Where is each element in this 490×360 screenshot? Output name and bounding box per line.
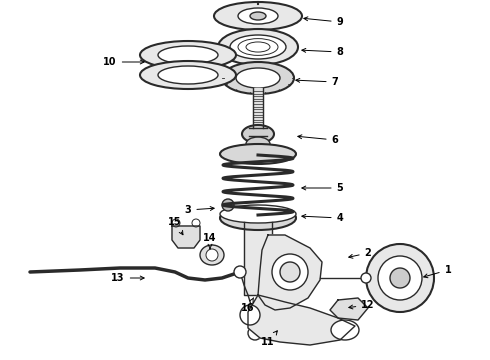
Ellipse shape bbox=[158, 66, 218, 84]
Text: 1: 1 bbox=[424, 265, 451, 278]
Ellipse shape bbox=[246, 137, 270, 151]
Ellipse shape bbox=[238, 8, 278, 24]
Text: 7: 7 bbox=[296, 77, 339, 87]
Ellipse shape bbox=[280, 262, 300, 282]
Ellipse shape bbox=[272, 254, 308, 290]
Ellipse shape bbox=[200, 245, 224, 265]
Ellipse shape bbox=[236, 68, 280, 88]
Ellipse shape bbox=[218, 29, 298, 65]
Ellipse shape bbox=[222, 62, 294, 94]
Ellipse shape bbox=[248, 145, 268, 157]
Ellipse shape bbox=[250, 12, 266, 20]
Text: 16: 16 bbox=[241, 298, 255, 313]
Text: 4: 4 bbox=[302, 213, 343, 223]
Text: 2: 2 bbox=[349, 248, 371, 258]
Text: 5: 5 bbox=[302, 183, 343, 193]
Ellipse shape bbox=[361, 273, 371, 283]
Polygon shape bbox=[249, 128, 267, 136]
Ellipse shape bbox=[234, 266, 246, 278]
Ellipse shape bbox=[248, 326, 262, 340]
Text: 13: 13 bbox=[111, 273, 144, 283]
Ellipse shape bbox=[140, 61, 236, 89]
Ellipse shape bbox=[220, 206, 296, 230]
Polygon shape bbox=[258, 235, 322, 310]
Ellipse shape bbox=[230, 35, 286, 59]
Ellipse shape bbox=[220, 205, 296, 223]
Ellipse shape bbox=[242, 125, 274, 143]
Text: 11: 11 bbox=[261, 331, 277, 347]
Ellipse shape bbox=[192, 219, 200, 227]
Text: 6: 6 bbox=[298, 135, 339, 145]
Ellipse shape bbox=[172, 219, 180, 227]
Ellipse shape bbox=[331, 320, 359, 340]
Polygon shape bbox=[330, 298, 368, 320]
Polygon shape bbox=[244, 222, 272, 295]
Ellipse shape bbox=[240, 305, 260, 325]
Ellipse shape bbox=[222, 199, 234, 211]
Ellipse shape bbox=[220, 144, 296, 164]
Text: 15: 15 bbox=[168, 217, 183, 235]
Ellipse shape bbox=[390, 268, 410, 288]
Ellipse shape bbox=[378, 256, 422, 300]
Polygon shape bbox=[248, 295, 355, 345]
Text: 10: 10 bbox=[103, 57, 144, 67]
Polygon shape bbox=[172, 226, 200, 248]
Ellipse shape bbox=[206, 249, 218, 261]
Text: 8: 8 bbox=[302, 47, 343, 57]
Text: 14: 14 bbox=[203, 233, 217, 249]
Ellipse shape bbox=[366, 244, 434, 312]
Text: 3: 3 bbox=[185, 205, 214, 215]
Ellipse shape bbox=[214, 2, 302, 30]
Text: 9: 9 bbox=[304, 17, 343, 27]
Ellipse shape bbox=[158, 46, 218, 64]
Ellipse shape bbox=[140, 41, 236, 69]
Text: 12: 12 bbox=[349, 300, 375, 310]
Polygon shape bbox=[253, 88, 263, 128]
